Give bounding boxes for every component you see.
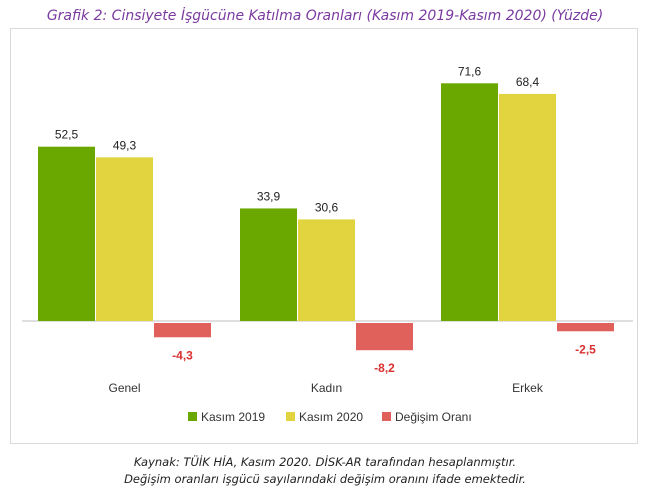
- bar-chart: 52,5 49,3 -4,3 Genel 33,9 30,6 -8,2 Kadın 71,6 68…: [22, 64, 633, 424]
- category-label: Kadın: [311, 381, 342, 395]
- category-label: Erkek: [512, 381, 544, 395]
- bar-genel-1: [38, 146, 95, 321]
- data-label: -4,3: [172, 348, 193, 362]
- data-label: 33,9: [257, 189, 281, 203]
- bar-kadın-2: [298, 219, 355, 321]
- note-caption: Değişim oranları işgücü sayılarındaki de…: [124, 472, 526, 486]
- data-label: 68,4: [516, 75, 540, 89]
- data-label: -2,5: [575, 342, 596, 356]
- bar-kadın-3: [356, 323, 413, 351]
- data-label: 71,6: [458, 64, 482, 78]
- bar-kadın-1: [240, 208, 297, 321]
- category-label: Genel: [108, 381, 140, 395]
- chart-title: Grafik 2: Cinsiyete İşgücüne Katılma Ora…: [46, 8, 604, 24]
- bar-genel-3: [154, 323, 211, 338]
- legend-label: Değişim Oranı: [395, 410, 472, 424]
- legend-label: Kasım 2020: [299, 410, 363, 424]
- legend-swatch: [286, 412, 295, 421]
- bar-genel-2: [96, 157, 153, 321]
- data-label: 30,6: [315, 200, 339, 214]
- plot-area: 52,5 49,3 -4,3 Genel 33,9 30,6 -8,2 Kadın 71,6 68…: [22, 64, 633, 395]
- data-label: 52,5: [55, 128, 79, 142]
- bar-erkek-2: [499, 93, 556, 321]
- bar-erkek-1: [441, 83, 498, 322]
- bar-erkek-3: [557, 323, 614, 332]
- data-label: 49,3: [113, 138, 137, 152]
- legend-swatch: [382, 412, 391, 421]
- legend-swatch: [188, 412, 197, 421]
- data-label: -8,2: [374, 361, 395, 375]
- legend-label: Kasım 2019: [201, 410, 265, 424]
- legend: Kasım 2019 Kasım 2020 Değişim Oranı: [188, 410, 472, 424]
- source-caption: Kaynak: TÜİK HİA, Kasım 2020. DİSK-AR ta…: [133, 455, 517, 469]
